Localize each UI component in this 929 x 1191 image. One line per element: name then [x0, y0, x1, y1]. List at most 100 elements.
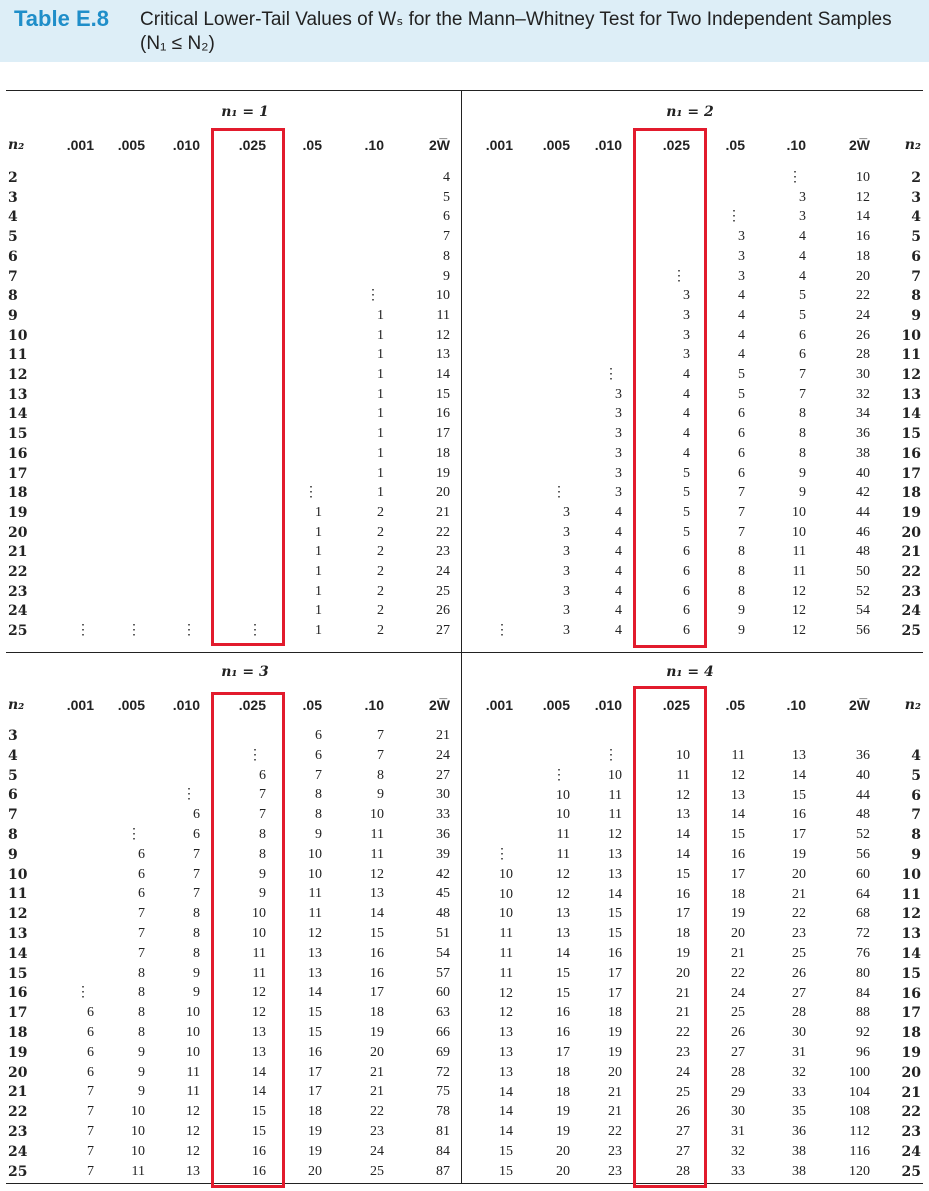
table-cell: 15	[731, 827, 745, 843]
table-cell: 4	[738, 347, 745, 363]
highlight-box	[633, 686, 707, 1188]
table-cell: 33	[731, 1163, 745, 1179]
table-cell: 11	[731, 748, 745, 763]
table-cell: 14	[252, 1064, 266, 1080]
table-cell: 1	[377, 327, 384, 343]
row-n2: 10	[8, 327, 28, 344]
table-cell: 6	[138, 846, 145, 862]
table-cell: 7	[193, 846, 200, 862]
table-cell: 8	[138, 985, 145, 1001]
table-cell: 16	[252, 1163, 266, 1179]
table-cell: 13	[252, 1025, 266, 1040]
table-cell: 5	[683, 465, 690, 481]
table-cell: 2	[377, 583, 384, 599]
table-cell: 72	[436, 1064, 450, 1080]
table-cell: 8	[259, 827, 266, 842]
table-cell: 21	[792, 886, 806, 902]
table-cell: 66	[436, 1025, 450, 1040]
table-cell: 6	[683, 544, 690, 560]
table-cell: 18	[308, 1104, 322, 1120]
row-n2: 10	[901, 866, 921, 883]
table-cell: 4	[683, 426, 690, 442]
table-cell: 11	[499, 965, 513, 981]
table-cell: ⋮	[552, 767, 566, 783]
table-cell: 7	[799, 367, 806, 382]
table-cell: 10	[131, 1143, 145, 1159]
table-cell: 20	[370, 1044, 384, 1060]
table-cell: 9	[193, 965, 200, 981]
panel-label: n₁ = 4	[666, 664, 714, 680]
table-cell: 3	[738, 268, 745, 284]
table-cell: 78	[436, 1104, 450, 1120]
table-cell: 2	[377, 564, 384, 579]
table-cell: 7	[87, 1124, 94, 1139]
table-cell: 7	[738, 524, 745, 540]
table-cell: 13	[370, 886, 384, 902]
row-n2: 4	[911, 209, 921, 226]
table-cell: 14	[792, 767, 806, 783]
table-cell: 19	[436, 465, 450, 481]
panel-label: n₁ = 2	[666, 104, 714, 120]
table-cell: ⋮	[552, 485, 566, 501]
table-cell: 22	[731, 965, 745, 981]
row-n2: 7	[911, 807, 921, 824]
column-header: 2W̅	[849, 697, 870, 713]
table-cell: 26	[436, 603, 450, 619]
table-cell: 9	[259, 886, 266, 902]
table-cell: 52	[856, 827, 870, 843]
row-n2: 15	[8, 965, 28, 982]
column-header: .05	[725, 697, 745, 713]
table-cell: 5	[799, 288, 806, 304]
table-cell: 1	[377, 426, 384, 442]
table-cell: 21	[608, 1104, 622, 1120]
table-cell: 92	[856, 1025, 870, 1041]
table-cell: 22	[676, 1025, 690, 1041]
table-cell: 1	[315, 603, 322, 619]
table-cell: 7	[138, 945, 145, 961]
table-cell: 1	[315, 583, 322, 599]
table-cell: 26	[856, 327, 870, 343]
table-cell: 3	[738, 229, 745, 245]
row-n2: 22	[901, 1104, 921, 1121]
table-cell: 36	[856, 426, 870, 442]
table-cell: 25	[676, 1084, 690, 1100]
table-cell: 14	[370, 906, 384, 922]
table-cell: 4	[799, 248, 806, 264]
table-cell: 30	[792, 1025, 806, 1041]
row-n2: 19	[901, 504, 921, 521]
row-n2: 6	[8, 787, 18, 804]
table-cell: 48	[856, 544, 870, 560]
table-cell: 39	[436, 846, 450, 862]
table-cell: 14	[308, 985, 322, 1001]
table-cell: 11	[499, 926, 513, 942]
table-cell: ⋮	[76, 623, 90, 639]
table-cell: ⋮	[495, 623, 509, 639]
table-cell: 20	[436, 485, 450, 501]
table-cell: 4	[615, 623, 622, 639]
table-cell: 5	[443, 189, 450, 205]
table-header-bar: Table E.8 Critical Lower-Tail Values of …	[0, 0, 929, 62]
table-cell: 11	[252, 945, 266, 961]
row-n2: 11	[8, 347, 28, 364]
row-n2: 6	[911, 248, 921, 265]
table-cell: 3	[563, 603, 570, 619]
table-cell: 29	[731, 1084, 745, 1100]
table-cell: ⋮	[604, 748, 618, 763]
table-cell: 16	[608, 946, 622, 961]
table-cell: 19	[792, 847, 806, 862]
table-cell: 15	[556, 965, 570, 981]
table-cell: 10	[792, 524, 806, 540]
row-n2: 18	[901, 485, 921, 502]
table-cell: 12	[308, 926, 322, 941]
table-cell: 8	[259, 846, 266, 862]
table-cell: 1	[377, 445, 384, 461]
column-header: 2W̅	[429, 697, 450, 713]
table-cell: 17	[608, 985, 622, 1001]
table-cell: 60	[436, 985, 450, 1001]
table-cell: 63	[436, 1005, 450, 1021]
row-n2: 6	[8, 248, 18, 265]
table-cell: 40	[856, 465, 870, 481]
table-cell: 4	[738, 327, 745, 343]
table-cell: 9	[799, 465, 806, 481]
table-cell: 12	[556, 866, 570, 882]
